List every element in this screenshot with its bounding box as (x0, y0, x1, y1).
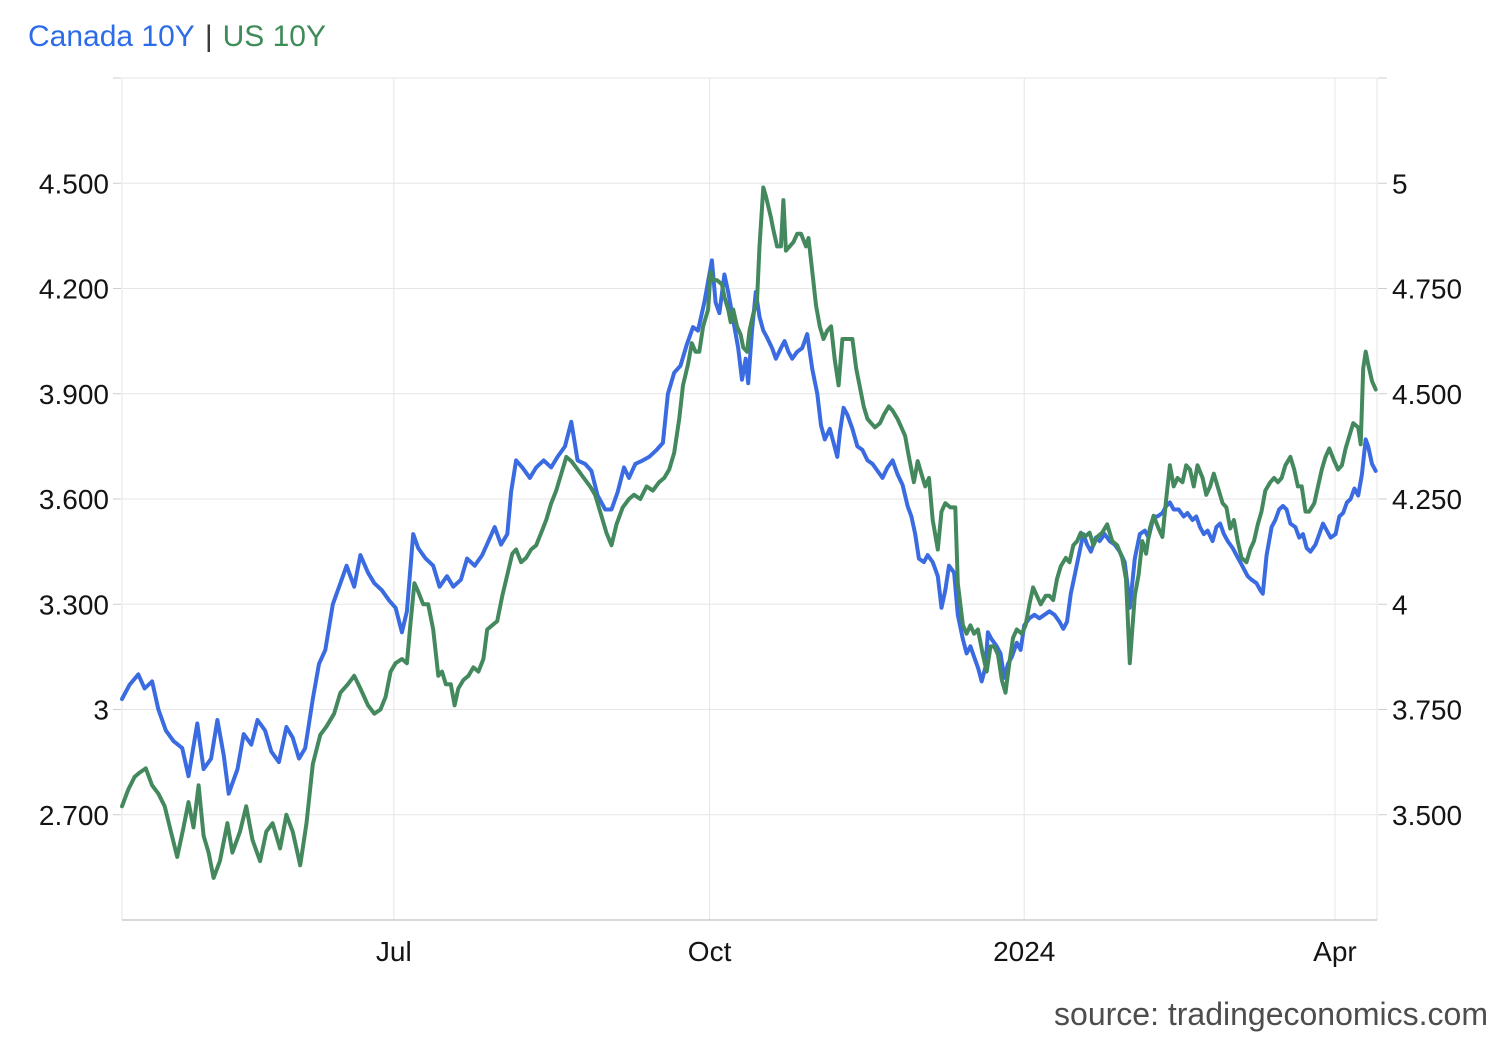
x-axis-label: Jul (376, 936, 412, 967)
y-axis-left-label: 3.300 (39, 589, 109, 620)
y-axis-left-label: 2.700 (39, 800, 109, 831)
y-axis-left-label: 3.900 (39, 379, 109, 410)
legend-canada-10y[interactable]: Canada 10Y (28, 20, 195, 53)
y-axis-right-label: 3.750 (1392, 695, 1462, 726)
source-attribution: source: tradingeconomics.com (1054, 996, 1488, 1032)
y-axis-right-label: 4.500 (1392, 379, 1462, 410)
x-axis-label: Oct (688, 936, 732, 967)
canada-10y-line[interactable] (120, 258, 1378, 796)
x-axis-label: Apr (1313, 936, 1357, 967)
legend-separator: | (204, 20, 213, 53)
y-axis-right-label: 4.250 (1392, 484, 1462, 515)
y-axis-left-label: 4.500 (39, 168, 109, 199)
us-10y-line[interactable] (120, 185, 1378, 880)
y-axis-left-label: 4.200 (39, 274, 109, 305)
y-axis-left-label: 3.600 (39, 484, 109, 515)
y-axis-right-label: 4.750 (1392, 274, 1462, 305)
y-axis-left-label: 3 (93, 695, 109, 726)
y-axis-right-label: 4 (1392, 589, 1408, 620)
x-axis-label: 2024 (993, 936, 1055, 967)
legend-us-10y[interactable]: US 10Y (222, 20, 326, 53)
y-axis-right-label: 3.500 (1392, 800, 1462, 831)
y-axis-right-label: 5 (1392, 168, 1408, 199)
chart-legend: Canada 10Y | US 10Y (28, 20, 326, 53)
